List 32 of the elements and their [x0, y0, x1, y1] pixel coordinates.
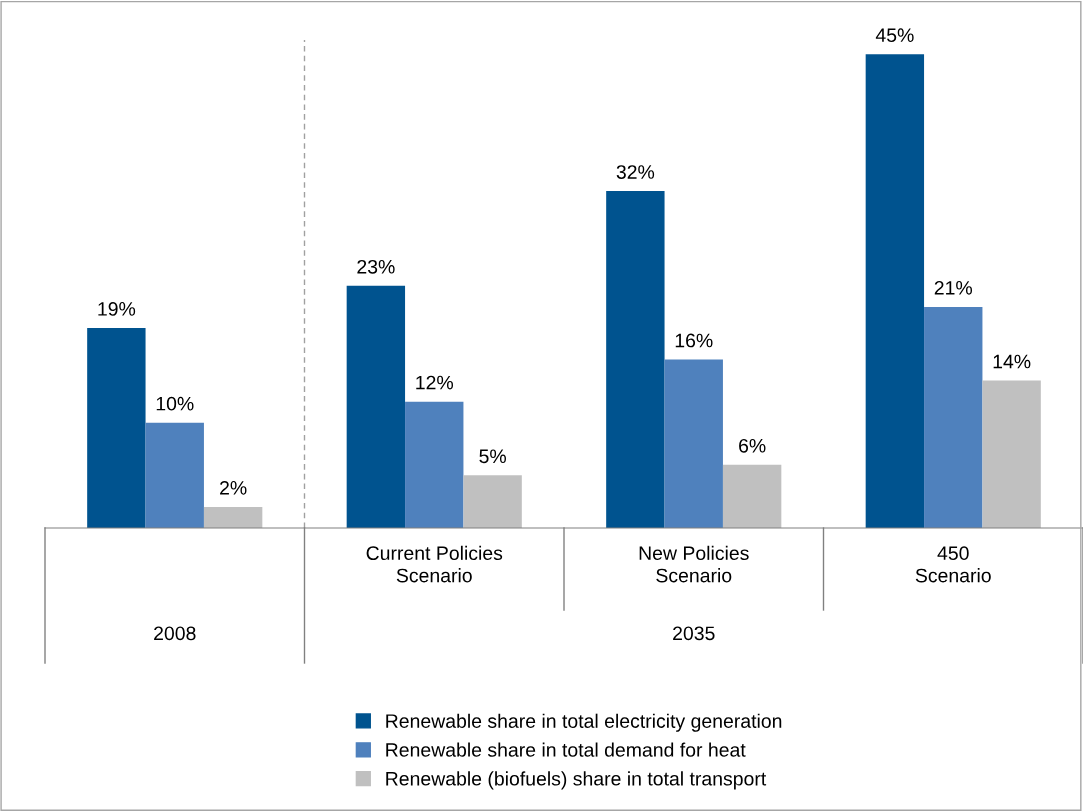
bar [145, 422, 204, 528]
bar [87, 327, 146, 528]
bar [664, 359, 723, 528]
bar [865, 54, 925, 528]
legend-label: Renewable share in total electricity generation [386, 713, 782, 732]
data-label: 6% [739, 438, 766, 453]
data-label: 23% [357, 259, 395, 274]
x-tick-label: 450 Scenario [915, 546, 991, 583]
bar [606, 191, 665, 528]
data-label: 45% [875, 28, 914, 43]
data-label: 2% [220, 481, 247, 495]
bar [982, 380, 1041, 528]
x-tick-label: New Policies Scenario [639, 545, 749, 583]
bar [203, 506, 263, 528]
data-label: 19% [98, 302, 136, 316]
x-tick-label: Current Policies Scenario [366, 545, 503, 583]
data-label: 5% [479, 449, 506, 464]
data-label: 21% [934, 280, 973, 295]
bar [722, 464, 782, 528]
legend-label: Renewable share in total demand for heat [386, 742, 746, 757]
text: 2008 [154, 626, 196, 641]
data-label: 12% [416, 375, 454, 390]
bar [463, 475, 522, 528]
text: 2035 [673, 626, 715, 641]
bar [346, 285, 406, 528]
data-label: 14% [993, 354, 1031, 369]
bar [405, 401, 464, 528]
data-label: 32% [616, 165, 655, 179]
data-label: 16% [675, 333, 713, 348]
bar [924, 306, 983, 528]
data-label: 10% [156, 396, 194, 411]
legend-label: Renewable (biofuels) share in total transport [386, 771, 767, 790]
